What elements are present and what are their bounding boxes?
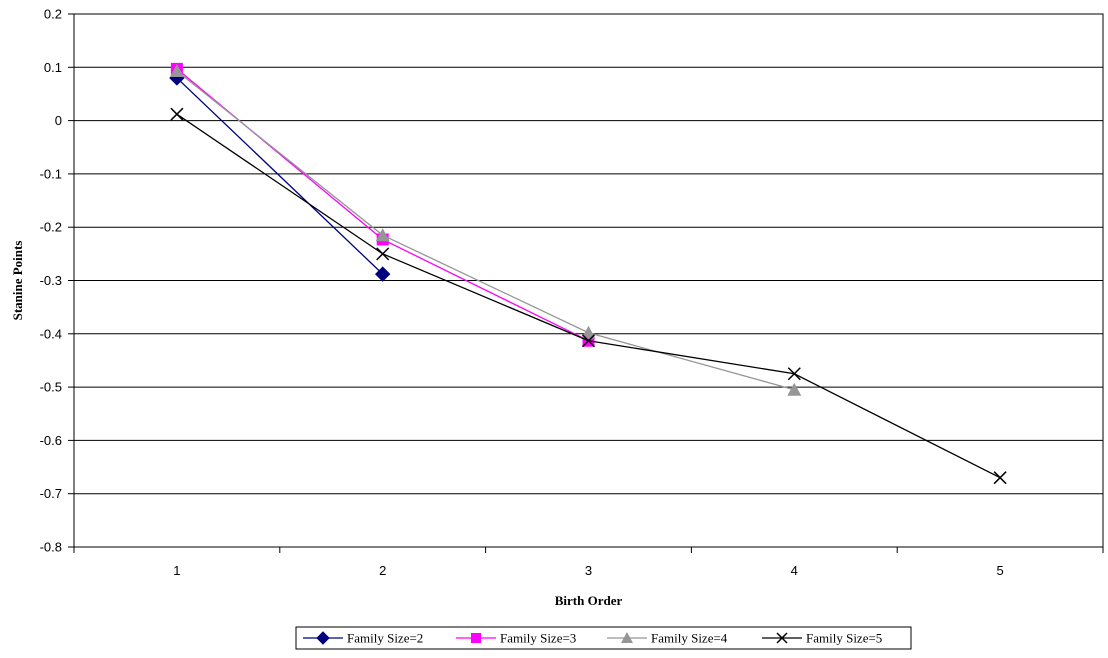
square-marker: [471, 633, 481, 643]
x-marker-stroke: [581, 334, 596, 348]
grid-lines: [74, 13, 1103, 548]
x-axis: 1 2 3 4 5: [73, 547, 1104, 578]
x-tick-label: 3: [585, 563, 592, 578]
y-tick-label: -0.7: [40, 486, 62, 501]
x-marker-stroke: [787, 367, 801, 381]
legend-label: Family Size=2: [347, 631, 423, 646]
y-tick-label: -0.5: [40, 380, 62, 395]
series-family-size-5: [170, 107, 1007, 485]
y-tick-label: -0.2: [40, 220, 62, 235]
triangle-marker: [169, 64, 184, 78]
x-tick-label: 1: [173, 563, 180, 578]
series-family-size-4: [169, 64, 802, 396]
x-marker-stroke: [993, 471, 1007, 485]
x-tick-label: 5: [996, 563, 1003, 578]
y-tick-label: -0.1: [40, 166, 62, 181]
y-tick-label: 0.1: [44, 60, 62, 75]
legend-item: Family Size=3: [456, 631, 576, 646]
legend-box: [295, 626, 912, 650]
series-layer: [169, 62, 1007, 485]
y-tick-label: -0.8: [40, 540, 62, 555]
legend: Family Size=2 Family Size=3 Family Size=4 F…: [295, 626, 912, 650]
legend-label: Family Size=5: [806, 631, 882, 646]
series-line: [176, 70, 795, 391]
series-line: [176, 77, 384, 275]
y-axis: 0.2 0.1 0 -0.1 -0.2 -0.3 -0.4 -0.5 -0.6 -0.7 -0.8: [40, 7, 74, 555]
x-marker-stroke: [170, 107, 184, 121]
y-tick-label: 0.2: [44, 7, 62, 22]
x-marker-stroke: [776, 632, 788, 644]
legend-item: Family Size=2: [303, 631, 423, 646]
y-tick-label: -0.6: [40, 433, 62, 448]
x-marker: [776, 632, 788, 644]
x-marker: [170, 107, 184, 121]
x-marker: [993, 471, 1007, 485]
y-tick-label: -0.4: [40, 326, 62, 341]
x-axis-title: Birth Order: [555, 593, 623, 608]
x-marker-stroke: [376, 247, 390, 261]
diamond-marker: [316, 631, 330, 645]
x-tick-label: 4: [791, 563, 798, 578]
legend-label: Family Size=4: [651, 631, 728, 646]
x-marker: [787, 367, 801, 381]
series-family-size-2: [169, 70, 391, 282]
legend-item: Family Size=4: [607, 631, 728, 646]
series-family-size-3: [170, 62, 595, 347]
x-marker: [581, 334, 596, 348]
y-tick-label: -0.3: [40, 273, 62, 288]
triangle-marker: [375, 228, 390, 242]
y-axis-title: Stanine Points: [10, 241, 25, 321]
triangle-marker: [581, 325, 596, 339]
legend-item: Family Size=5: [762, 631, 882, 646]
triangle-marker: [787, 382, 802, 396]
x-marker: [376, 247, 390, 261]
y-tick-label: 0: [55, 113, 62, 128]
triangle-marker: [621, 632, 633, 643]
legend-label: Family Size=3: [500, 631, 576, 646]
x-tick-label: 2: [379, 563, 386, 578]
diamond-marker: [374, 266, 391, 282]
series-line: [176, 68, 589, 342]
